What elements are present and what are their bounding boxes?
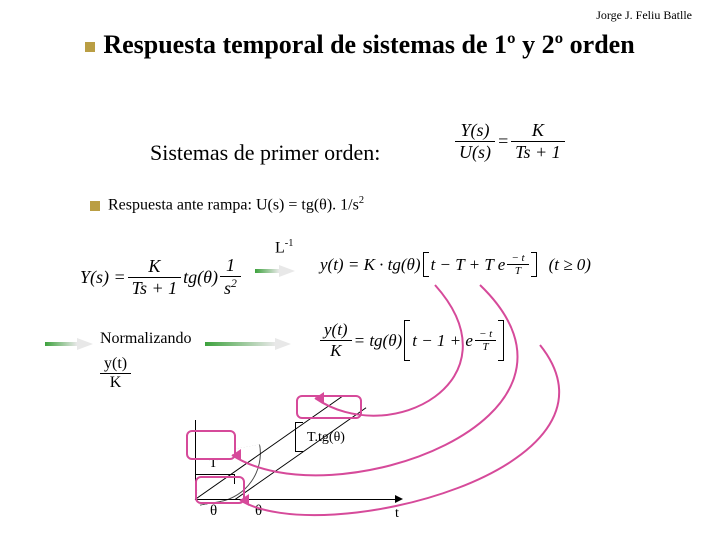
- normalize-arrow-2-icon: [205, 335, 291, 353]
- eqy-f-den: Ts + 1: [128, 278, 182, 299]
- eqn-exp-den: T: [475, 341, 496, 353]
- eqyt-lhs: y(t) = K · tg(θ): [320, 255, 421, 275]
- left-bracket-icon: [423, 252, 429, 277]
- page-title: Respuesta temporal de sistemas de 1º y 2…: [0, 30, 720, 60]
- laplace-inverse-label: L-1: [275, 238, 293, 257]
- eqy-f-num: K: [128, 256, 182, 278]
- Ttg-error-label: T.tg(θ): [307, 430, 345, 446]
- ylabel-bot: K: [100, 373, 131, 392]
- eqn-lhs-num: y(t): [320, 320, 352, 341]
- ramp-input-label: Respuesta ante rampa: U(s) = tg(θ). 1/s2: [90, 195, 364, 214]
- ylabel-top: y(t): [100, 355, 131, 373]
- linv-exp: -1: [285, 238, 294, 249]
- equation-y-of-s: Y(s) = KTs + 1 tg(θ) 1s2: [80, 255, 241, 299]
- eqyt-cond: (t ≥ 0): [549, 255, 591, 275]
- equation-normalized: y(t)K = tg(θ) t − 1 + e − tT: [320, 320, 504, 361]
- title-text: Respuesta temporal de sistemas de 1º y 2…: [103, 30, 634, 59]
- eqn-inner: t − 1 + e: [412, 331, 473, 351]
- title-bullet-icon: [85, 42, 95, 52]
- eqy-g-den-exp: 2: [231, 277, 237, 290]
- derivation-arrow-icon: [255, 262, 295, 280]
- Ttg-error-bracket: [295, 422, 303, 452]
- bullet-icon: [90, 201, 100, 211]
- ramp-exp: 2: [359, 195, 364, 206]
- theta-label-2: θ: [255, 503, 262, 520]
- eqy-mid: tg(θ): [183, 267, 218, 288]
- highlight-box-theta: [195, 476, 245, 504]
- highlight-box-T: [186, 430, 236, 460]
- linv-L: L: [275, 239, 285, 256]
- eqyt-exp-den: T: [507, 265, 528, 277]
- y-over-k-label: y(t)K: [100, 355, 131, 392]
- tf-lhs-num: Y(s): [455, 120, 495, 142]
- time-axis-label: t: [395, 506, 399, 522]
- eqy-lhs: Y(s) =: [80, 267, 126, 288]
- eqn-exp-num: − t: [475, 328, 496, 341]
- right-bracket-icon-2: [498, 320, 504, 361]
- normalize-arrow-icon: [45, 335, 93, 353]
- highlight-box-Ttg: [296, 395, 362, 419]
- normalize-label: Normalizando: [100, 330, 192, 348]
- eqy-g-den: s: [224, 278, 231, 298]
- author-credit: Jorge J. Feliu Batlle: [596, 8, 692, 23]
- tf-rhs-den: Ts + 1: [511, 142, 565, 163]
- right-bracket-icon: [531, 252, 537, 277]
- eqyt-exp-num: − t: [507, 252, 528, 265]
- tf-rhs-num: K: [511, 120, 565, 142]
- eqn-lhs-den: K: [320, 341, 352, 361]
- eqyt-inner: t − T + T e: [431, 255, 506, 275]
- section-subtitle: Sistemas de primer orden:: [150, 140, 380, 166]
- tf-lhs-den: U(s): [455, 142, 495, 163]
- ramp-text: Respuesta ante rampa: U(s) = tg(θ). 1/s: [108, 196, 359, 213]
- theta-label-1: θ: [210, 503, 217, 520]
- equation-y-of-t: y(t) = K · tg(θ) t − T + T e − tT (t ≥ 0…: [320, 252, 591, 277]
- eqy-g-num: 1: [220, 255, 241, 277]
- eqn-eq: = tg(θ): [354, 331, 403, 351]
- left-bracket-icon-2: [404, 320, 410, 361]
- equals: =: [497, 131, 509, 152]
- transfer-function-formula: Y(s)U(s) = KTs + 1: [455, 120, 565, 163]
